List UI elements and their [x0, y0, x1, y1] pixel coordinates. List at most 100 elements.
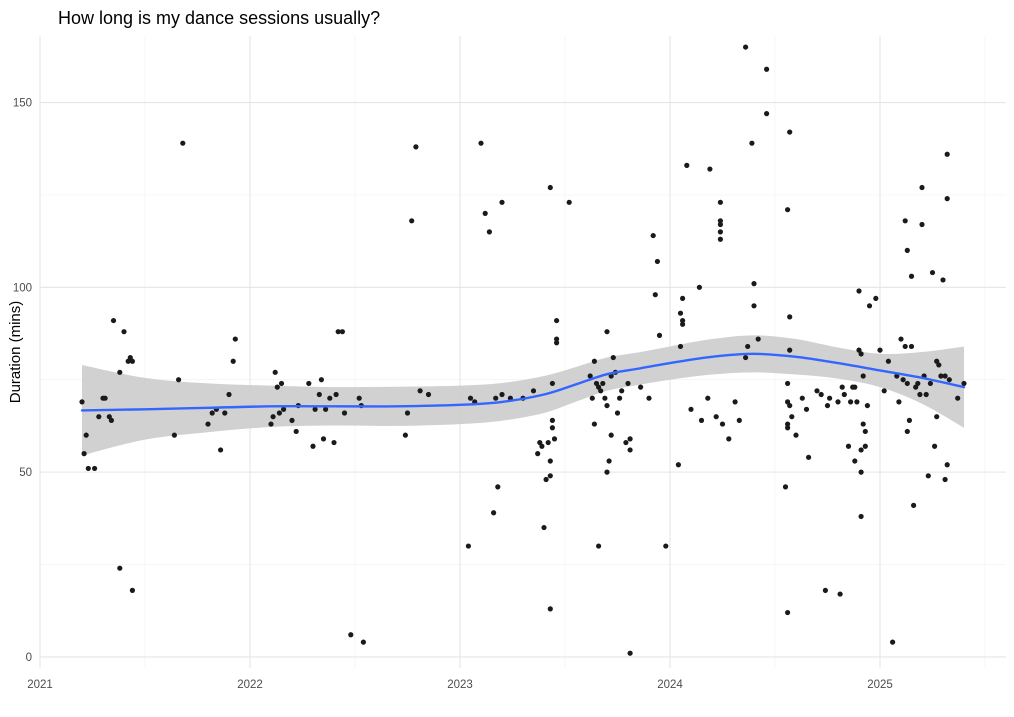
data-point [946, 377, 952, 383]
data-point [751, 303, 757, 309]
data-point [932, 443, 938, 449]
data-point [860, 421, 866, 427]
data-point [278, 380, 285, 387]
x-tick-label: 2022 [237, 679, 263, 691]
data-point [591, 421, 598, 427]
data-point [543, 476, 549, 483]
data-point [495, 484, 501, 490]
data-point [627, 650, 633, 656]
data-point [230, 358, 236, 364]
data-point [858, 447, 864, 453]
data-point [944, 151, 950, 157]
data-point [785, 380, 791, 387]
data-point [745, 343, 751, 350]
data-point [333, 391, 339, 398]
data-point [110, 317, 117, 324]
data-point [862, 443, 868, 449]
data-point [698, 417, 705, 423]
data-point [942, 476, 948, 483]
data-point [787, 129, 793, 135]
data-point [736, 417, 742, 423]
data-point [818, 391, 824, 398]
data-point [96, 414, 102, 420]
data-point [627, 436, 633, 442]
data-point [654, 258, 661, 265]
data-point [176, 377, 182, 383]
data-point [596, 543, 602, 549]
data-point [547, 458, 553, 464]
data-point [877, 347, 883, 353]
data-point [171, 432, 177, 438]
data-point [764, 111, 770, 117]
data-point [467, 395, 474, 401]
data-point [902, 343, 908, 350]
data-point [541, 524, 547, 531]
data-point [944, 462, 950, 468]
data-point [873, 295, 879, 302]
data-point [318, 377, 324, 383]
data-point [885, 358, 892, 364]
data-point [707, 166, 713, 172]
data-point [705, 395, 711, 401]
data-point [274, 384, 280, 390]
data-point [803, 406, 810, 412]
data-point [652, 292, 658, 298]
data-point [209, 410, 215, 416]
data-point [822, 587, 829, 593]
data-point [79, 399, 85, 405]
data-point [339, 329, 345, 335]
data-point [680, 317, 686, 324]
data-point [348, 632, 354, 638]
data-point [218, 447, 224, 453]
data-point [787, 402, 793, 409]
data-point [465, 543, 471, 549]
data-point [684, 162, 690, 168]
data-point [272, 369, 278, 375]
data-point [81, 451, 87, 457]
data-point [680, 321, 686, 327]
data-point [327, 395, 333, 401]
data-point [491, 510, 497, 516]
data-point [936, 362, 942, 368]
data-point [554, 336, 560, 342]
data-point [180, 140, 186, 146]
y-tick-label: 0 [26, 652, 32, 664]
confidence-band [82, 335, 964, 456]
data-point [680, 295, 686, 302]
data-point [904, 428, 910, 435]
data-point [677, 343, 684, 350]
data-point [785, 609, 791, 616]
data-point [306, 380, 312, 387]
data-point [858, 469, 864, 475]
data-point [650, 232, 656, 239]
data-point [925, 473, 931, 479]
data-point [938, 373, 944, 379]
data-point [904, 247, 910, 253]
data-point [787, 347, 793, 353]
data-point [549, 425, 556, 431]
data-point [623, 439, 629, 446]
data-point [205, 421, 211, 427]
data-point [940, 277, 946, 283]
confidence-band-layer [82, 335, 964, 456]
data-point [554, 317, 560, 324]
data-point [717, 236, 724, 242]
data-point [117, 565, 123, 571]
data-point [841, 391, 847, 398]
data-point [793, 432, 799, 438]
data-point [232, 336, 238, 342]
data-point [619, 388, 625, 394]
data-point [717, 218, 724, 224]
data-point [638, 384, 644, 390]
smooth-trend-line [80, 352, 966, 412]
data-point [902, 218, 908, 224]
data-point [589, 395, 595, 401]
data-point [814, 388, 820, 394]
data-point [717, 229, 724, 235]
data-point [934, 414, 940, 420]
data-point [108, 417, 114, 423]
data-point [610, 354, 616, 361]
data-point [848, 399, 854, 405]
data-point [310, 443, 316, 449]
data-point [549, 417, 556, 423]
